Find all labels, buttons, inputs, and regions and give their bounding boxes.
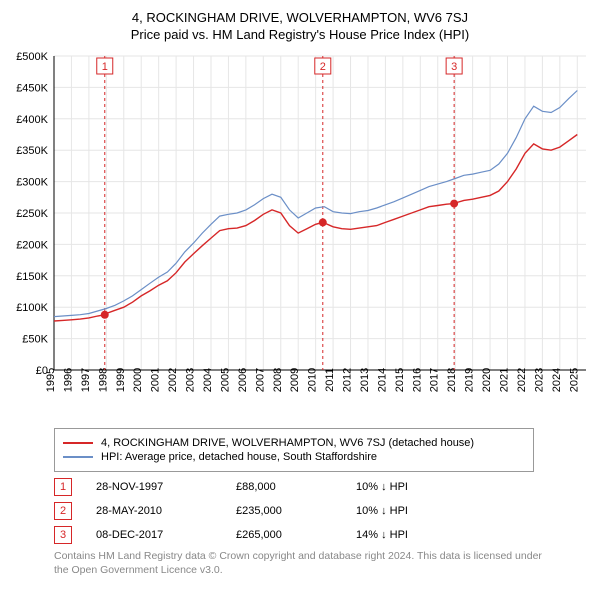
svg-text:2017: 2017 — [429, 368, 441, 392]
svg-text:2016: 2016 — [411, 368, 423, 392]
marker-badge-3: 3 — [54, 526, 72, 544]
marker-date-1: 28-NOV-1997 — [96, 481, 236, 493]
svg-text:1998: 1998 — [97, 368, 109, 392]
chart-subtitle: Price paid vs. HM Land Registry's House … — [6, 27, 594, 42]
svg-text:2001: 2001 — [150, 368, 162, 392]
marker-row-2: 2 28-MAY-2010 £235,000 10% ↓ HPI — [54, 502, 582, 520]
marker-price-2: £235,000 — [236, 505, 356, 517]
marker-row-3: 3 08-DEC-2017 £265,000 14% ↓ HPI — [54, 526, 582, 544]
svg-text:1995: 1995 — [45, 368, 57, 392]
svg-text:£250K: £250K — [16, 208, 48, 220]
svg-text:2006: 2006 — [237, 368, 249, 392]
svg-text:2019: 2019 — [464, 368, 476, 392]
svg-text:1: 1 — [102, 61, 108, 73]
svg-text:2012: 2012 — [342, 368, 354, 392]
marker-date-2: 28-MAY-2010 — [96, 505, 236, 517]
marker-delta-2: 10% ↓ HPI — [356, 505, 408, 517]
legend-row-1: 4, ROCKINGHAM DRIVE, WOLVERHAMPTON, WV6 … — [63, 437, 525, 449]
chart-svg: £0£50K£100K£150K£200K£250K£300K£350K£400… — [6, 50, 594, 420]
svg-text:£350K: £350K — [16, 145, 48, 157]
svg-text:2010: 2010 — [307, 368, 319, 392]
svg-text:2002: 2002 — [167, 368, 179, 392]
marker-delta-1: 10% ↓ HPI — [356, 481, 408, 493]
svg-text:2025: 2025 — [568, 368, 580, 392]
legend-label-2: HPI: Average price, detached house, Sout… — [101, 451, 377, 463]
svg-text:£50K: £50K — [22, 334, 48, 346]
svg-text:2023: 2023 — [533, 368, 545, 392]
svg-text:2009: 2009 — [289, 368, 301, 392]
svg-text:2005: 2005 — [219, 368, 231, 392]
svg-text:£400K: £400K — [16, 114, 48, 126]
marker-delta-3: 14% ↓ HPI — [356, 529, 408, 541]
svg-text:2000: 2000 — [132, 368, 144, 392]
legend-swatch-1 — [63, 442, 93, 444]
marker-price-1: £88,000 — [236, 481, 356, 493]
svg-text:2007: 2007 — [254, 368, 266, 392]
svg-text:£300K: £300K — [16, 177, 48, 189]
svg-text:2: 2 — [320, 61, 326, 73]
legend: 4, ROCKINGHAM DRIVE, WOLVERHAMPTON, WV6 … — [54, 428, 534, 472]
marker-price-3: £265,000 — [236, 529, 356, 541]
svg-text:2018: 2018 — [446, 368, 458, 392]
chart-title: 4, ROCKINGHAM DRIVE, WOLVERHAMPTON, WV6 … — [6, 10, 594, 25]
chart-area: £0£50K£100K£150K£200K£250K£300K£350K£400… — [6, 50, 594, 420]
legend-row-2: HPI: Average price, detached house, Sout… — [63, 451, 525, 463]
attribution-text: Contains HM Land Registry data © Crown c… — [54, 550, 554, 577]
svg-text:2022: 2022 — [516, 368, 528, 392]
marker-badge-2: 2 — [54, 502, 72, 520]
marker-date-3: 08-DEC-2017 — [96, 529, 236, 541]
svg-text:2020: 2020 — [481, 368, 493, 392]
svg-text:1997: 1997 — [80, 368, 92, 392]
svg-text:1999: 1999 — [115, 368, 127, 392]
svg-text:2008: 2008 — [272, 368, 284, 392]
svg-text:£200K: £200K — [16, 239, 48, 251]
svg-text:2021: 2021 — [499, 368, 511, 392]
svg-text:£150K: £150K — [16, 271, 48, 283]
svg-text:2024: 2024 — [551, 368, 563, 392]
svg-text:2004: 2004 — [202, 368, 214, 392]
svg-text:3: 3 — [451, 61, 457, 73]
svg-text:1996: 1996 — [62, 368, 74, 392]
svg-text:2013: 2013 — [359, 368, 371, 392]
svg-text:2015: 2015 — [394, 368, 406, 392]
svg-text:£450K: £450K — [16, 82, 48, 94]
marker-table: 1 28-NOV-1997 £88,000 10% ↓ HPI 2 28-MAY… — [54, 478, 582, 544]
svg-text:£100K: £100K — [16, 302, 48, 314]
marker-badge-1: 1 — [54, 478, 72, 496]
legend-swatch-2 — [63, 456, 93, 458]
svg-text:£500K: £500K — [16, 51, 48, 63]
svg-text:2011: 2011 — [324, 368, 336, 392]
svg-text:2014: 2014 — [376, 368, 388, 392]
legend-label-1: 4, ROCKINGHAM DRIVE, WOLVERHAMPTON, WV6 … — [101, 437, 474, 449]
marker-row-1: 1 28-NOV-1997 £88,000 10% ↓ HPI — [54, 478, 582, 496]
svg-text:2003: 2003 — [185, 368, 197, 392]
